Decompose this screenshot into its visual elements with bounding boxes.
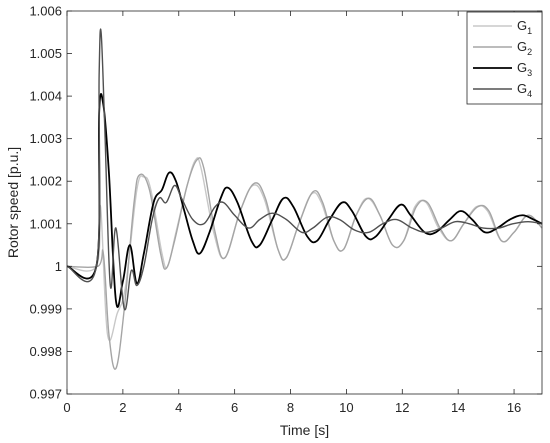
y-axis-label: Rotor speed [p.u.] (5, 147, 21, 258)
x-axis-label: Time [s] (280, 422, 329, 438)
legend-label-g2: G2 (517, 39, 532, 57)
series-line-g3 (66, 93, 543, 308)
plot-area (67, 11, 542, 394)
x-tick-label: 14 (451, 400, 465, 415)
x-tick-label: 10 (339, 400, 353, 415)
series-line-g2 (66, 157, 543, 370)
legend-label-g4: G4 (517, 81, 532, 99)
y-tick-label: 0.997 (29, 387, 62, 402)
x-tick-label: 2 (119, 400, 126, 415)
plot-frame (66, 10, 543, 395)
series-line-g4 (66, 28, 543, 311)
series-layer (66, 28, 543, 370)
x-tick-label: 12 (395, 400, 409, 415)
y-tick-label: 1.004 (29, 89, 62, 104)
legend-label-g3: G3 (517, 60, 532, 78)
x-tick-label: 8 (287, 400, 294, 415)
x-tick-label: 4 (175, 400, 182, 415)
y-tick-label: 0.998 (29, 344, 62, 359)
y-tick-label: 1.006 (29, 4, 62, 19)
legend: G1 G2 G3 G4 (466, 11, 543, 105)
x-tick-label: 16 (507, 400, 521, 415)
x-tick-label: 6 (231, 400, 238, 415)
y-tick-label: 1.002 (29, 174, 62, 189)
y-tick-label: 0.999 (29, 301, 62, 316)
axis-layer: 0 2 4 6 8 10 12 14 16 0.997 0.998 0.999 1 1.001 1.002 1… (29, 4, 542, 415)
y-tick-label: 1.003 (29, 131, 62, 146)
y-tick-label: 1 (55, 259, 62, 274)
y-tick-label: 1.005 (29, 46, 62, 61)
legend-label-g1: G1 (517, 18, 532, 36)
y-tick-label: 1.001 (29, 216, 62, 231)
x-tick-label: 0 (63, 400, 70, 415)
